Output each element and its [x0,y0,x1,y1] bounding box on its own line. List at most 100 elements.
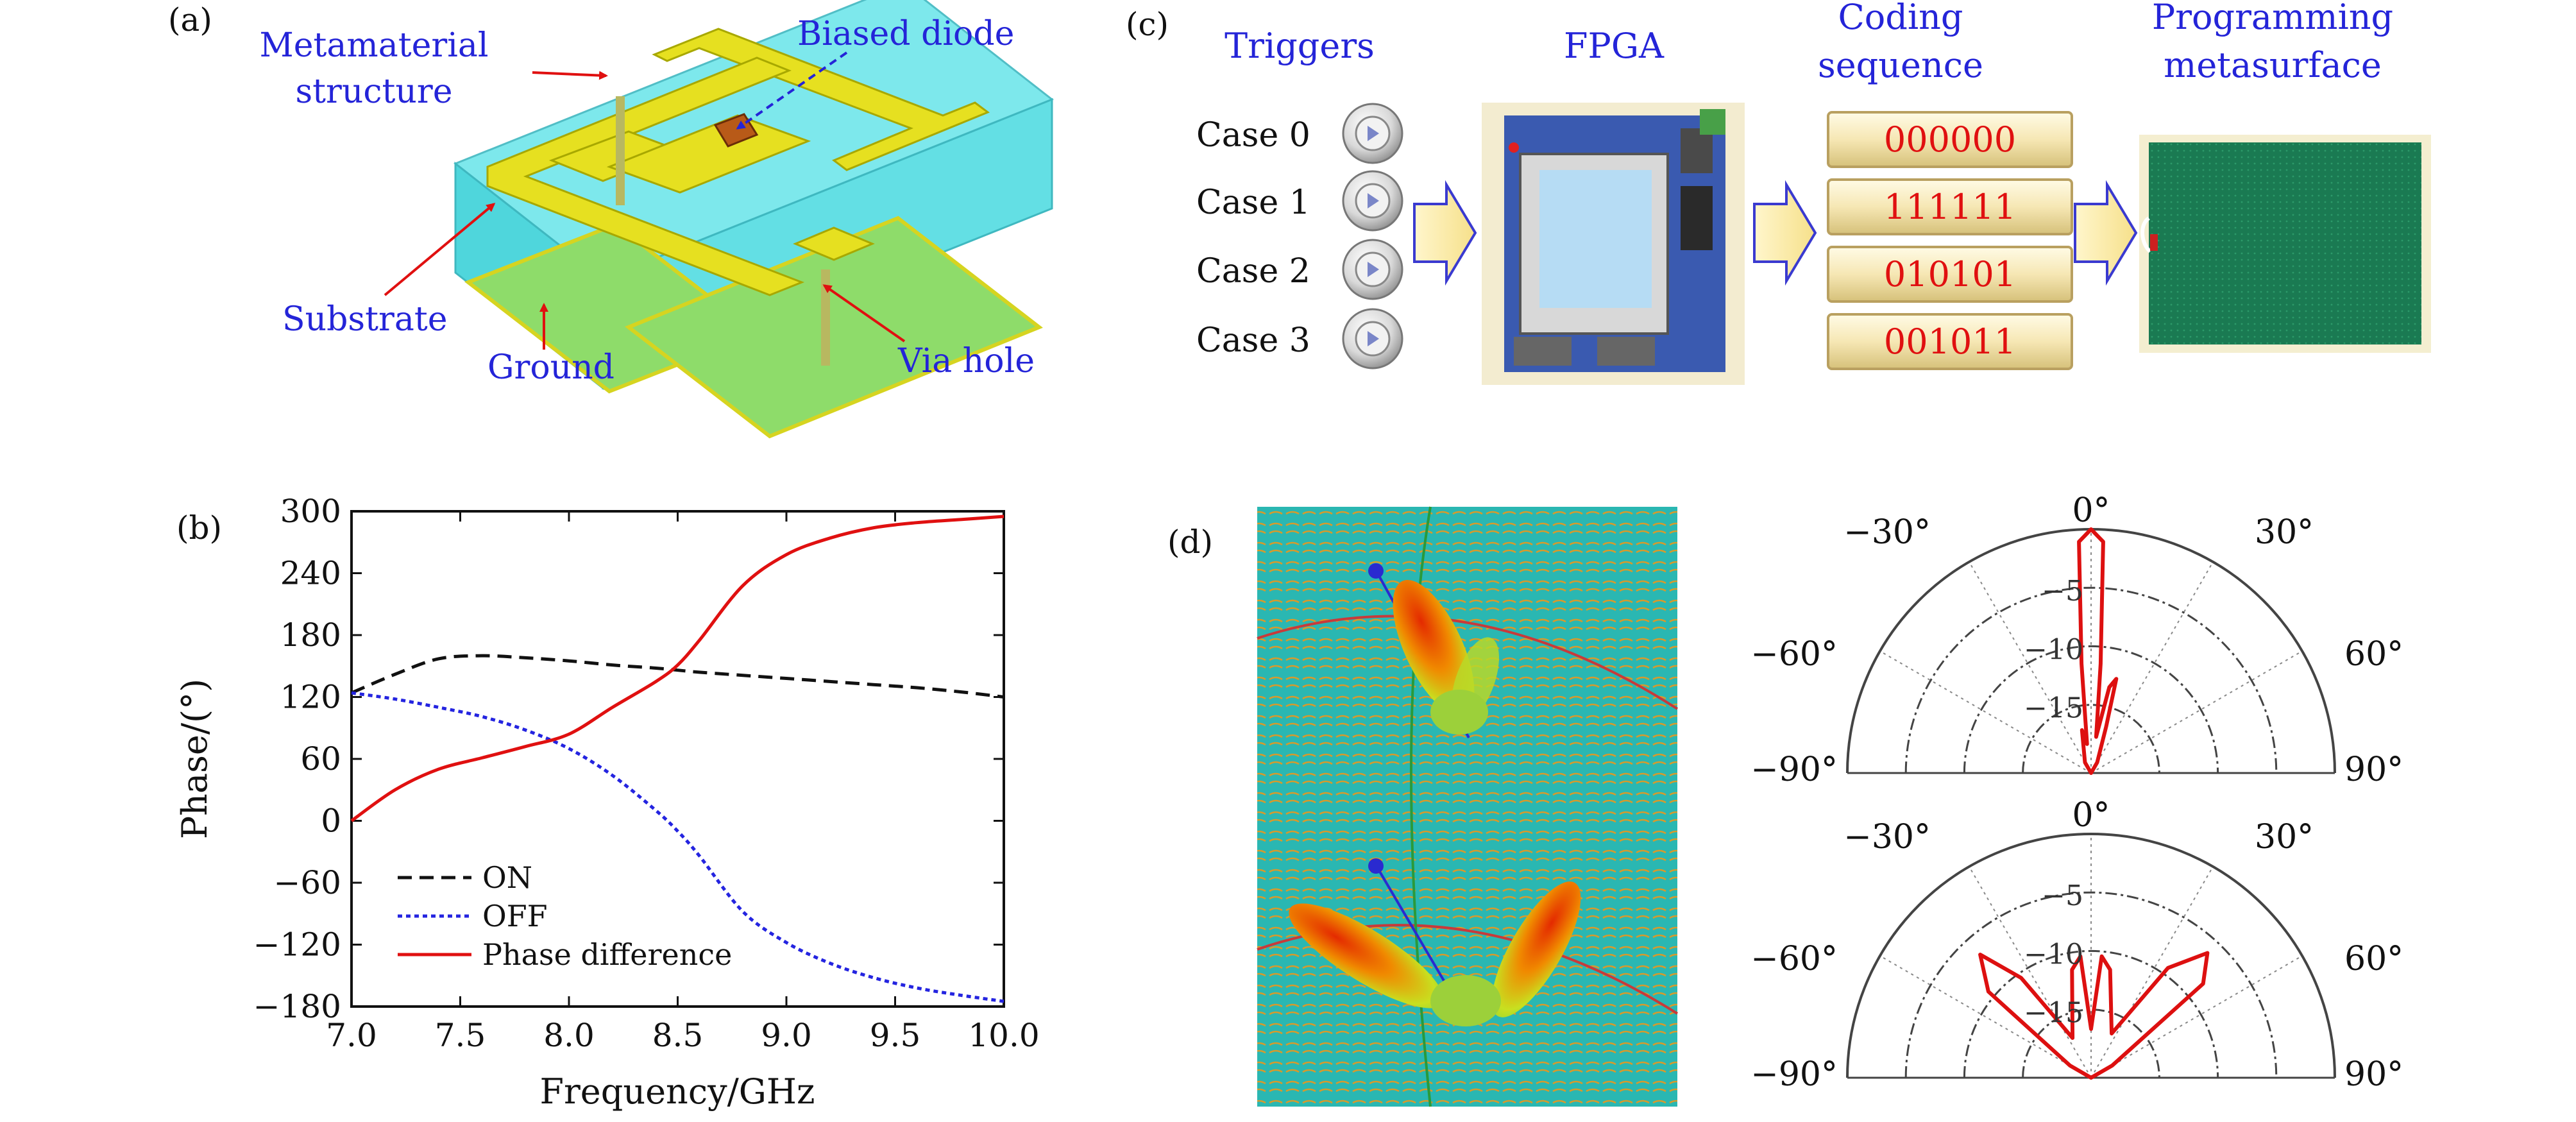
y-axis: −180 −120 −60 0 60 120 180 240 300 [253,493,1004,1025]
polar-angle-label: 60° [2344,940,2403,978]
substrate-label: Substrate [282,300,448,339]
y-tick-label: −180 [253,988,341,1025]
fpga-board-image [1482,103,1745,385]
chart-legend: ON OFF Phase difference [398,860,732,972]
y-tick-label: −120 [253,926,341,964]
radiation-pattern [1978,951,2210,1080]
polar-plot-top: 0° 30° −30° 60° −60° 90° −90° −5 −10 −15 [1750,491,2403,789]
panel-c-label: (c) [1126,6,1169,43]
plot-frame [350,510,1005,1008]
polar-angle-label: −90° [1750,1055,1838,1094]
code-box-0 [1827,111,2073,168]
y-axis-label: Phase/(°) [174,679,215,839]
metasurface-image [2139,135,2431,353]
case-list: Case 0 Case 1 Case 2 Case 3 [1196,103,1403,370]
polar-angle-label: −90° [1750,751,1838,789]
polar-spoke [2090,561,2214,774]
biased-diode-label: Biased diode [797,15,1014,53]
y-tick-label: 0 [321,803,341,840]
x-tick-label: 7.0 [326,1017,377,1054]
phase-chart: (b) 7.0 7.5 8.0 8.5 9.0 9.5 10.0 −180 −120 −60 0 6… [174,493,1040,1112]
trigger-button-icon [1342,103,1403,370]
polar-angle-label: 0° [2072,796,2110,835]
code-3: 001011 [1884,321,2016,362]
x-tick-label: 10.0 [968,1017,1039,1054]
code-box-3 [1827,313,2073,370]
polar-radial-label: −5 [2042,575,2083,608]
polar-ring [1846,833,2336,1078]
polar-angle-label: −30° [1843,513,1931,552]
legend-entry: ON [482,860,532,895]
polar-ring [2022,704,2160,774]
coding-title-line1: Coding [1838,0,1963,37]
y-tick-label: 120 [280,679,341,716]
panel-a-label: (a) [168,1,212,38]
coding-sequence-list: 000000 111111 010101 001011 [1827,111,2073,370]
y-tick-label: −60 [273,864,341,901]
polar-spoke [1969,866,2092,1078]
series-line-1 [351,691,1004,1003]
polar-ring [1904,891,2278,1078]
panel-a: (a) Metamaterial structure Biased [168,0,1054,439]
series-line-2 [350,514,1004,822]
legend-entry: Phase difference [482,937,732,972]
polar-ring [2022,1008,2160,1078]
beam-simulation-image [1257,506,1679,1107]
x-tick-label: 9.5 [870,1017,921,1054]
polar-spoke [2090,955,2303,1078]
panel-c: (c) Triggers FPGA Coding sequence Progra… [1126,0,2431,385]
diode-arrow [736,51,848,130]
y-tick-label: 60 [300,740,341,778]
code-box-2 [1827,246,2073,303]
metamaterial-label-line1: Metamaterial [259,26,488,65]
polar-angle-label: 60° [2344,635,2403,674]
polar-ring [1904,586,2278,774]
polar-angle-label: −60° [1750,940,1838,978]
y-tick-label: 240 [280,555,341,592]
panel-d: (d) 0° 30° −30° 60° −60° 90° −90° −5 −10 −15 0° 30… [1167,491,2403,1107]
x-axis: 7.0 7.5 8.0 8.5 9.0 9.5 10.0 [326,511,1040,1054]
polar-radial-label: −5 [2042,880,2083,912]
code-box-1 [1827,178,2073,235]
x-tick-label: 9.0 [761,1017,812,1054]
coding-title-line2: sequence [1818,45,1983,85]
series-line-0 [351,654,1004,699]
polar-spoke [1879,650,2092,774]
radiation-pattern [2077,527,2119,775]
polar-angle-label: −60° [1750,635,1838,674]
plot-lines [350,514,1004,1003]
polar-spoke [2090,650,2303,774]
x-tick-label: 8.0 [543,1017,595,1054]
x-tick-label: 8.5 [652,1017,704,1054]
ground-label: Ground [487,348,614,387]
case-2-label: Case 2 [1196,252,1310,291]
substrate-arrow [384,203,496,296]
polar-angle-label: −30° [1843,818,1931,856]
polar-angle-label: 90° [2344,1055,2403,1094]
x-axis-label: Frequency/GHz [540,1071,815,1112]
polar-spoke [1969,561,2092,774]
polar-ring [1963,645,2219,774]
polar-radial-label: −10 [2024,633,2083,666]
polar-spoke [1879,955,2092,1078]
triggers-title: Triggers [1224,26,1375,66]
y-tick-label: 180 [280,616,341,654]
case-0-label: Case 0 [1196,116,1310,155]
via-hole-label: Via hole [897,342,1035,380]
code-1: 111111 [1884,187,2016,227]
fpga-title: FPGA [1564,26,1665,66]
polar-angle-label: 0° [2072,491,2110,530]
metamaterial-label-line2: structure [295,72,452,111]
polar-radial-label: −10 [2024,938,2083,971]
polar-spoke [2090,866,2214,1078]
programming-title-line2: metasurface [2164,45,2382,85]
y-tick-label: 300 [280,493,341,530]
case-3-label: Case 3 [1196,321,1310,360]
polar-radial-label: −15 [2024,997,2083,1030]
case-1-label: Case 1 [1196,183,1310,222]
polar-angle-label: 30° [2255,513,2314,552]
via-arrow [822,284,906,343]
polar-plot-bottom: 0° 30° −30° 60° −60° 90° −90° −5 −10 −15 [1750,796,2403,1094]
polar-ring [1963,949,2219,1078]
